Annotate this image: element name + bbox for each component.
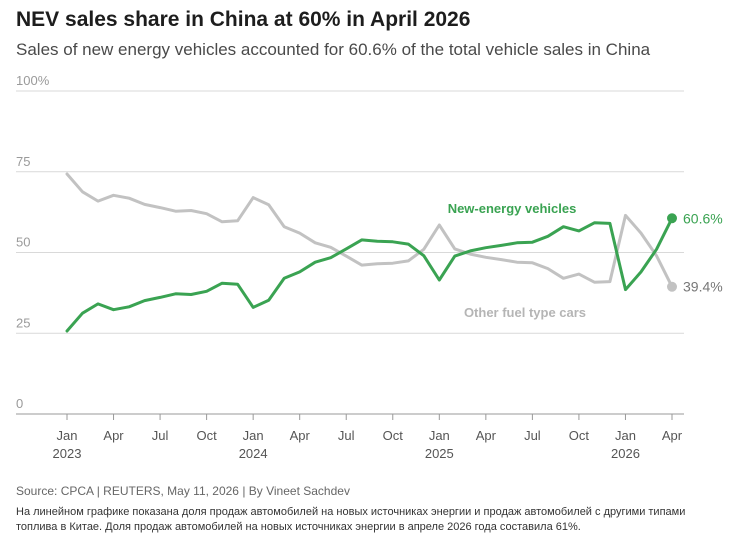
nev-series-label: New-energy vehicles xyxy=(448,201,577,216)
y-tick-label: 50 xyxy=(16,235,30,250)
other-end-point xyxy=(667,281,677,292)
source-credit: Source: CPCA | REUTERS, May 11, 2026 | B… xyxy=(16,484,350,498)
nev-end-value-label: 60.6% xyxy=(683,210,723,226)
chart-title: NEV sales share in China at 60% in April… xyxy=(16,8,471,31)
x-tick-label: Jan xyxy=(57,428,78,443)
x-tick-year-label: 2026 xyxy=(611,446,640,461)
x-tick-label: Apr xyxy=(103,428,124,443)
other-series-line xyxy=(65,172,674,289)
x-tick-year-label: 2023 xyxy=(53,446,82,461)
x-tick-label: Apr xyxy=(662,428,683,443)
x-tick-year-label: 2024 xyxy=(239,446,268,461)
y-tick-label: 25 xyxy=(16,315,30,330)
x-tick-label: Jul xyxy=(524,428,541,443)
x-axis: Jan 2023 Apr Jul Oct Jan 2024 Apr Jul Oct Jan 2025 A… xyxy=(53,414,683,461)
x-tick-label: Apr xyxy=(290,428,311,443)
x-tick-label: Apr xyxy=(476,428,497,443)
y-tick-label: 0 xyxy=(16,396,23,411)
x-tick-label: Jan xyxy=(615,428,636,443)
nev-series-line xyxy=(65,216,674,333)
x-tick-label: Jul xyxy=(152,428,169,443)
y-tick-label: 75 xyxy=(16,154,30,169)
x-tick-label: Oct xyxy=(196,428,217,443)
chart-subtitle: Sales of new energy vehicles accounted f… xyxy=(16,40,651,59)
x-tick-label: Jul xyxy=(338,428,355,443)
x-tick-label: Jan xyxy=(243,428,264,443)
line-chart: 0 25 50 75 100% Jan 2023 Apr Jul Oct Jan 2024 Apr Ju… xyxy=(16,73,723,461)
other-series-label: Other fuel type cars xyxy=(464,305,586,320)
gridlines: 0 25 50 75 100% xyxy=(16,73,684,415)
series-layer: 39.4% Other fuel type cars 60.6% New-energy… xyxy=(65,172,723,333)
chart-description: На линейном графике показана доля продаж… xyxy=(16,506,686,533)
x-tick-label: Oct xyxy=(569,428,590,443)
x-tick-label: Jan xyxy=(429,428,450,443)
x-tick-label: Oct xyxy=(383,428,404,443)
y-tick-label: 100% xyxy=(16,73,50,88)
nev-end-point xyxy=(667,213,677,224)
x-tick-year-label: 2025 xyxy=(425,446,454,461)
other-end-value-label: 39.4% xyxy=(683,279,723,295)
